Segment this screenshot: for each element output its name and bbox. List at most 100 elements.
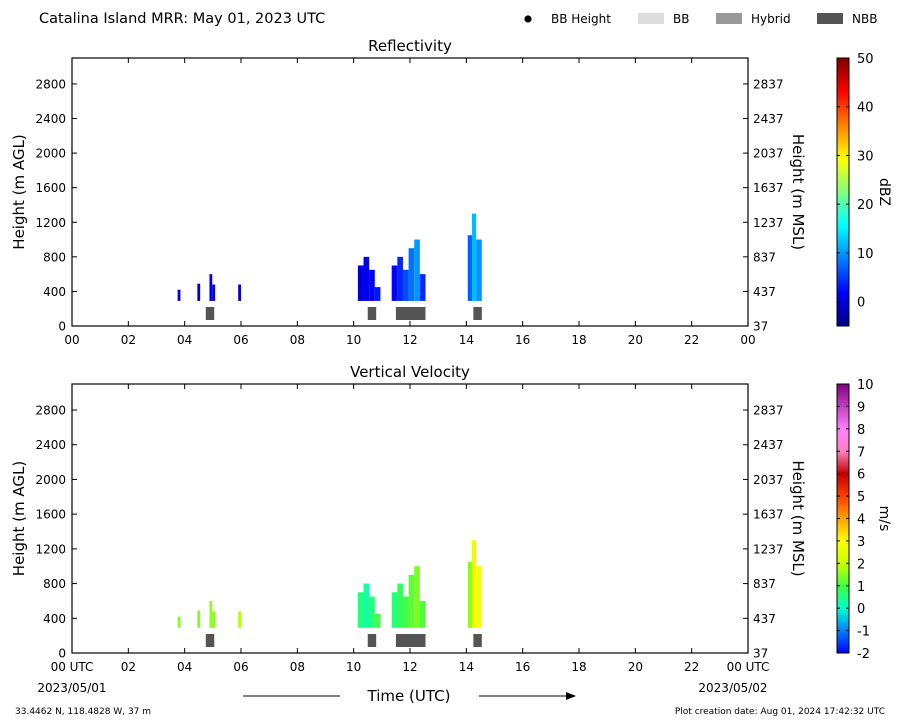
y-tick-label-right: 37 (753, 320, 768, 334)
colorbar-tick-label: 50 (857, 52, 874, 67)
x-tick-label: 08 (290, 660, 305, 674)
x-tick-label: 00 (64, 333, 79, 347)
x-tick-label: 00 UTC (51, 660, 94, 674)
x-tick-label: 22 (684, 660, 699, 674)
data-column (397, 256, 403, 301)
x-tick-label: 08 (290, 333, 305, 347)
y-tick-label-right: 837 (753, 250, 776, 264)
location-text: 33.4462 N, 118.4828 W, 37 m (15, 707, 151, 717)
legend-swatch (817, 13, 843, 24)
data-column (369, 269, 375, 301)
x-tick-label: 12 (402, 660, 417, 674)
y-tick-label-right: 37 (753, 647, 768, 661)
nbb-block (473, 307, 482, 320)
nbb-block (395, 307, 426, 320)
data-column (212, 284, 216, 301)
nbb-block (205, 307, 215, 320)
x-tick-label: 16 (515, 333, 530, 347)
colorbar-tick-label: 6 (857, 468, 865, 483)
data-column (363, 583, 370, 628)
colorbar-tick-label: -2 (857, 647, 870, 662)
y-tick-label: 1200 (35, 542, 66, 556)
y-axis-label: Height (m AGL) (10, 134, 28, 249)
y-tick-label-right: 1637 (753, 508, 784, 522)
colorbar-tick-label: 40 (857, 101, 874, 116)
data-column (374, 287, 381, 301)
y-axis-label: Height (m AGL) (10, 461, 28, 576)
colorbar-tick-label: 3 (857, 535, 865, 550)
y-tick-label: 1200 (35, 216, 66, 230)
legend-swatch (638, 13, 664, 24)
y-tick-label: 800 (43, 577, 66, 591)
colorbar-tick-label: 0 (857, 602, 865, 617)
colorbar-tick-label: 8 (857, 423, 865, 438)
y-tick-label-right: 2837 (753, 77, 784, 91)
y-tick-label-right: 437 (753, 285, 776, 299)
colorbar-label: dBZ (876, 178, 892, 206)
data-column (471, 213, 477, 301)
x-tick-label: 22 (684, 333, 699, 347)
figure-title: Catalina Island MRR: May 01, 2023 UTC (39, 11, 325, 27)
data-column (374, 613, 381, 628)
panel-title: Reflectivity (368, 37, 452, 55)
y-tick-label: 2400 (35, 438, 66, 452)
y-tick-label: 2000 (35, 147, 66, 161)
colorbar-tick-label: 10 (857, 378, 874, 393)
data-column (209, 274, 213, 301)
x-tick-label: 04 (177, 333, 192, 347)
data-column (419, 600, 426, 628)
y-tick-label: 1600 (35, 181, 66, 195)
nbb-block (367, 307, 377, 320)
data-column (476, 239, 482, 301)
y-tick-label: 2400 (35, 112, 66, 126)
x-tick-label: 14 (459, 333, 474, 347)
y-tick-label: 400 (43, 612, 66, 626)
panel-title: Vertical Velocity (350, 363, 470, 381)
x-tick-label: 00 UTC (727, 660, 770, 674)
data-column (238, 611, 241, 628)
y-tick-label: 800 (43, 250, 66, 264)
date-right: 2023/05/02 (698, 681, 767, 695)
y-tick-label: 2000 (35, 473, 66, 487)
colorbar-label: m/s (876, 506, 892, 532)
x-tick-label: 06 (233, 660, 248, 674)
data-column (177, 616, 181, 628)
data-column (402, 269, 409, 301)
x-tick-label: 10 (346, 660, 361, 674)
y-tick-label-right: 2437 (753, 438, 784, 452)
data-column (391, 592, 398, 628)
colorbar-tick-label: 7 (857, 445, 865, 460)
x-tick-label: 02 (121, 333, 136, 347)
colorbar-tick-label: 30 (857, 149, 874, 164)
colorbar-tick-label: 0 (857, 296, 865, 311)
data-column (419, 274, 426, 301)
data-column (414, 239, 420, 301)
legend-swatch (716, 13, 742, 24)
data-column (476, 566, 482, 628)
y-tick-label-right: 437 (753, 612, 776, 626)
y-tick-label: 400 (43, 285, 66, 299)
data-column (197, 610, 201, 628)
y-tick-label-right: 2837 (753, 404, 784, 418)
data-column (467, 235, 472, 301)
nbb-block (205, 634, 215, 647)
x-tick-label: 12 (402, 333, 417, 347)
x-axis-label: Time (UTC) (367, 687, 451, 705)
data-column (414, 566, 420, 628)
y-tick-label: 0 (58, 647, 66, 661)
data-column (357, 265, 364, 301)
x-tick-label: 20 (628, 333, 643, 347)
data-column (408, 248, 415, 301)
data-column (397, 583, 403, 628)
legend-label: NBB (852, 12, 877, 26)
y-tick-label-right: 2037 (753, 147, 784, 161)
x-tick-label: 18 (571, 333, 586, 347)
colorbar-tick-label: 20 (857, 198, 874, 213)
y-tick-label: 2800 (35, 404, 66, 418)
colorbar (836, 57, 850, 327)
x-tick-label: 02 (121, 660, 136, 674)
legend-marker-bb-height (524, 15, 532, 23)
y-tick-label-right: 837 (753, 577, 776, 591)
legend-label: BB Height (551, 12, 611, 26)
